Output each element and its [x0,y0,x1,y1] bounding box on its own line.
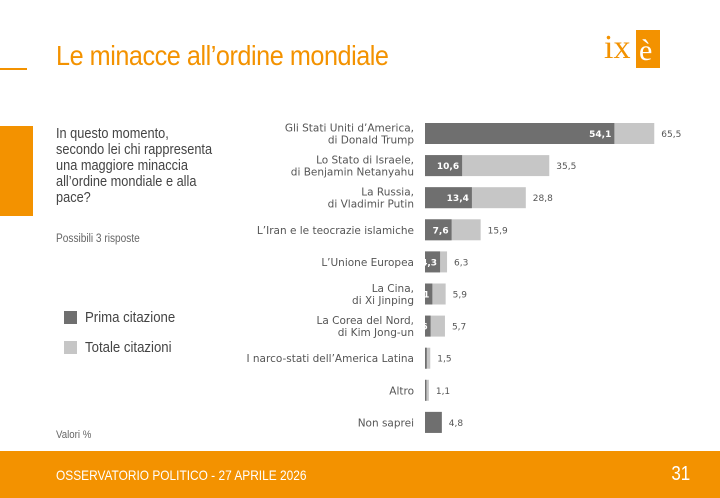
svg-text:è: è [639,34,652,67]
value-label-total-4: 6,3 [454,258,468,268]
category-label-1-0: Lo Stato di Israele, [316,155,414,167]
value-label-first-0: 54,1 [589,130,611,140]
legend-label-first: Prima citazione [85,308,176,326]
bar-total-0 [425,123,655,144]
bar-total-8 [425,379,429,401]
bar-total-7 [425,347,431,369]
bar-first-9 [425,411,442,433]
svg-text:ix: ix [604,29,630,66]
value-label-first-4: 4,3 [421,258,437,268]
bar-first-4 [425,251,441,273]
value-label-first-6: 1,6 [412,323,428,333]
category-label-5-1: di Xi Jinping [352,295,414,307]
bar-total-3 [425,219,481,241]
answers-note: Possibili 3 risposte [56,233,140,245]
bar-total-1 [425,155,550,177]
category-label-3-0: L’Iran e le teocrazie islamiche [257,225,414,237]
legend-swatch-total [64,340,77,354]
bar-first-8 [425,379,427,401]
category-label-8-0: Altro [389,385,414,397]
bar-first-2 [425,187,472,209]
legend-swatch-first [64,310,77,324]
value-label-total-6: 5,7 [452,323,466,333]
legend-item-first: Prima citazione [64,302,188,332]
bar-total-6 [425,315,445,337]
category-label-0-1: di Donald Trump [328,135,415,147]
chart-legend: Prima citazione Totale citazioni [64,302,188,362]
value-label-total-3: 15,9 [488,226,508,236]
bar-first-7 [425,347,427,369]
category-label-1-1: di Benjamin Netanyahu [291,167,414,179]
value-label-total-2: 28,8 [533,194,553,204]
bar-total-2 [425,187,526,209]
category-label-9-0: Non saprei [358,417,414,429]
left-accent-block [0,126,33,216]
title-accent-rule [0,68,27,70]
legend-item-total: Totale citazioni [64,332,188,362]
bar-first-6 [425,315,431,337]
category-label-0-0: Gli Stati Uniti d’America, [285,123,414,135]
value-label-first-3: 7,6 [433,226,449,236]
bar-first-3 [425,219,452,241]
bar-total-4 [425,251,448,273]
footer-bar: OSSERVATORIO POLITICO - 27 APRILE 2026 3… [0,451,720,498]
page-title: Le minacce all’ordine mondiale [56,40,389,71]
value-label-total-8: 1,1 [436,387,450,397]
bar-first-5 [425,283,433,305]
value-label-total-5: 5,9 [453,291,468,301]
bar-total-5 [425,283,446,305]
values-unit-note: Valori % [56,429,92,441]
value-label-total-7: 1,5 [437,355,451,365]
survey-question: In questo momento, secondo lei chi rappr… [56,126,213,206]
bar-first-0 [425,123,615,144]
value-label-total-1: 35,5 [556,162,576,172]
category-label-6-0: La Corea del Nord, [317,315,415,327]
category-label-2-0: La Russia, [361,187,414,199]
category-label-7-0: I narco-stati dell’America Latina [246,353,414,365]
ixe-logo: ix è [604,29,660,68]
value-label-total-0: 65,5 [661,130,681,140]
bar-first-1 [425,155,463,177]
value-label-first-5: 2,1 [413,291,429,301]
page-number: 31 [671,463,690,485]
category-label-2-1: di Vladimir Putin [328,199,414,211]
bar-total-9 [425,411,442,433]
footer-text: OSSERVATORIO POLITICO - 27 APRILE 2026 [56,467,307,483]
value-label-total-9: 4,8 [449,419,464,429]
value-label-first-1: 10,6 [437,162,459,172]
category-label-5-0: La Cina, [372,283,414,295]
value-label-first-2: 13,4 [447,194,469,204]
category-label-4-0: L’Unione Europea [321,257,414,269]
legend-label-total: Totale citazioni [85,338,172,356]
category-label-6-1: di Kim Jong-un [338,327,414,339]
